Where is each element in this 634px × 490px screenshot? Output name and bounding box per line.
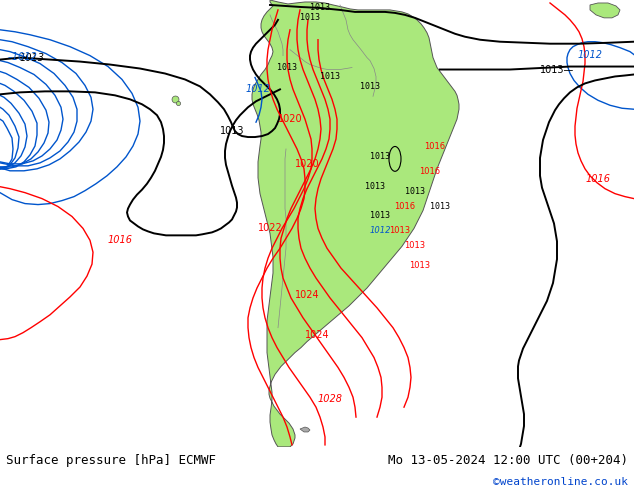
Text: 1013: 1013 bbox=[410, 261, 430, 270]
Text: 1024: 1024 bbox=[305, 330, 329, 340]
Polygon shape bbox=[252, 0, 459, 447]
Text: 1012: 1012 bbox=[578, 49, 602, 60]
Text: 1028: 1028 bbox=[318, 394, 342, 404]
Text: Surface pressure [hPa] ECMWF: Surface pressure [hPa] ECMWF bbox=[6, 454, 216, 467]
Text: 1013: 1013 bbox=[405, 187, 425, 196]
Polygon shape bbox=[300, 427, 310, 432]
Text: 1016: 1016 bbox=[394, 201, 415, 211]
Text: 1013: 1013 bbox=[320, 73, 340, 81]
Text: 1022: 1022 bbox=[257, 223, 282, 233]
Text: 1016: 1016 bbox=[108, 235, 133, 245]
Text: 1013: 1013 bbox=[20, 52, 45, 63]
Text: 1013: 1013 bbox=[370, 152, 390, 161]
Text: 1013: 1013 bbox=[370, 212, 390, 220]
Text: 1013: 1013 bbox=[220, 126, 244, 136]
Text: 1013: 1013 bbox=[365, 182, 385, 191]
Text: 1013: 1013 bbox=[389, 226, 411, 235]
Text: –1012: –1012 bbox=[8, 51, 38, 62]
Text: 1013: 1013 bbox=[360, 82, 380, 91]
Text: 1016: 1016 bbox=[424, 142, 446, 151]
Text: ©weatheronline.co.uk: ©weatheronline.co.uk bbox=[493, 477, 628, 487]
Text: 1012: 1012 bbox=[369, 226, 391, 235]
Text: 1013: 1013 bbox=[404, 241, 425, 250]
Text: 1020: 1020 bbox=[278, 114, 302, 124]
Text: 1013: 1013 bbox=[430, 201, 450, 211]
Text: 1020: 1020 bbox=[295, 159, 320, 169]
Text: 1013: 1013 bbox=[277, 63, 297, 72]
Text: 1013—: 1013— bbox=[540, 65, 574, 74]
Text: 1016: 1016 bbox=[586, 174, 611, 184]
Text: 1013: 1013 bbox=[310, 3, 330, 12]
Polygon shape bbox=[590, 3, 620, 18]
Text: 1012: 1012 bbox=[245, 84, 271, 95]
Text: 1013: 1013 bbox=[300, 13, 320, 22]
Text: Mo 13-05-2024 12:00 UTC (00+204): Mo 13-05-2024 12:00 UTC (00+204) bbox=[387, 454, 628, 467]
Text: 1024: 1024 bbox=[295, 290, 320, 300]
Text: 1016: 1016 bbox=[420, 167, 441, 176]
